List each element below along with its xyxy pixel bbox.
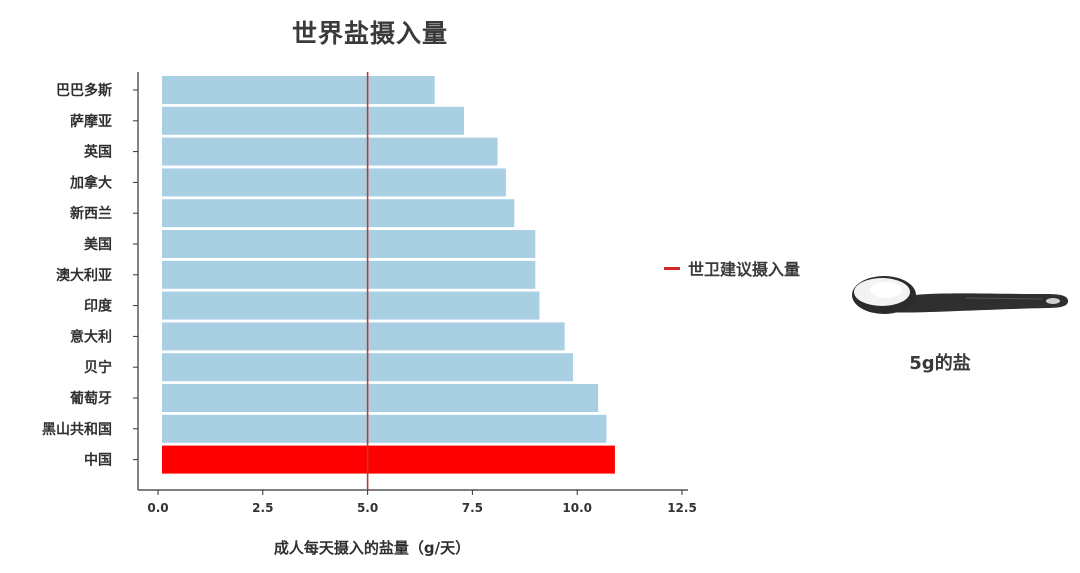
- y-tick-label-11: 葡萄牙: [69, 390, 112, 407]
- y-tick-label-4: 加拿大: [69, 174, 112, 191]
- measuring-spoon-icon: [852, 276, 1068, 314]
- legend: 世卫建议摄入量: [664, 256, 800, 280]
- y-tick-label-10: 贝宁: [84, 359, 112, 376]
- bar-11: [162, 384, 599, 412]
- y-tick-label-13: 中国: [84, 452, 112, 469]
- x-tick-label-3: 5.0: [357, 501, 378, 515]
- y-tick-label-6: 美国: [84, 236, 112, 253]
- x-axis-label: 成人每天摄入的盐量（g/天）: [274, 539, 470, 557]
- bar-2: [162, 106, 465, 135]
- bar-6: [162, 230, 536, 258]
- bar-7: [162, 260, 536, 289]
- y-tick-label-2: 萨摩亚: [70, 113, 112, 130]
- chart-title: 世界盐摄入量: [291, 19, 448, 48]
- bar-13: [162, 445, 615, 474]
- bar-9: [162, 322, 565, 351]
- bar-3: [162, 137, 498, 166]
- legend-label-reference: 世卫建议摄入量: [688, 260, 801, 279]
- y-tick-label-3: 英国: [83, 144, 112, 161]
- bar-5: [162, 199, 515, 228]
- y-tick-label-9: 意大利: [70, 328, 112, 345]
- y-tick-label-12: 黑山共和国: [42, 421, 112, 438]
- x-tick-label-6: 12.5: [667, 501, 697, 515]
- bar-12: [162, 414, 607, 443]
- y-tick-label-7: 澳大利亚: [56, 267, 112, 284]
- bar-1: [162, 76, 435, 104]
- y-tick-label-1: 巴巴多斯: [56, 82, 112, 99]
- y-tick-label-8: 印度: [84, 298, 113, 315]
- x-tick-label-5: 10.0: [562, 501, 592, 515]
- bar-8: [162, 291, 540, 320]
- x-tick-label-2: 2.5: [252, 501, 273, 515]
- bar-4: [162, 168, 506, 197]
- x-tick-label-1: 0.0: [147, 501, 168, 515]
- legend-swatch-reference: [664, 266, 680, 270]
- y-tick-label-5: 新西兰: [70, 205, 112, 222]
- spoon-caption: 5g的盐: [909, 353, 971, 374]
- x-tick-label-4: 7.5: [462, 501, 483, 515]
